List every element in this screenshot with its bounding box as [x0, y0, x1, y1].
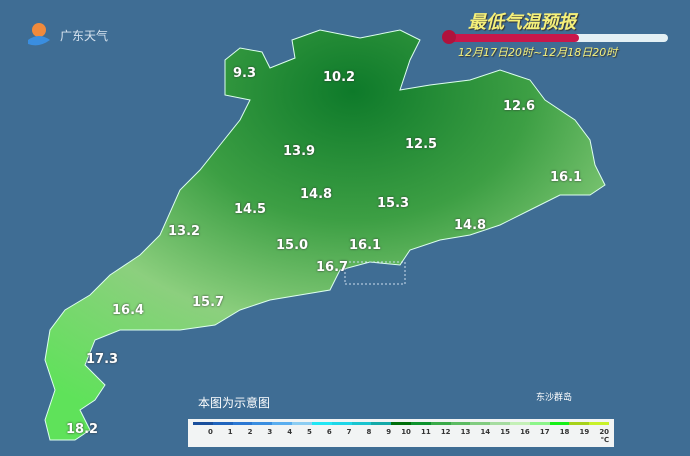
legend-tick: 9: [386, 428, 392, 436]
hong-kong-area: [344, 261, 406, 285]
temperature-label: 16.1: [349, 238, 382, 253]
legend-tick: 16: [520, 428, 530, 436]
temperature-label: 16.4: [112, 303, 145, 318]
temperature-label: 12.5: [405, 137, 438, 152]
temperature-label: 14.5: [234, 202, 267, 217]
dongsha-islands-label: 东沙群岛: [536, 393, 573, 403]
temperature-label: 15.0: [276, 238, 309, 253]
legend-swatch: [470, 422, 491, 425]
legend-swatch: [252, 422, 273, 425]
legend-tick: 12: [440, 428, 451, 436]
land-area: [44, 29, 606, 441]
thermometer-bar: [442, 30, 668, 44]
legend-tick: 14: [480, 428, 491, 436]
thermometer-fill: [446, 34, 580, 42]
legend-swatch: [311, 422, 332, 425]
legend-tick: 7: [346, 428, 352, 436]
legend-swatch: [430, 422, 451, 425]
temperature-label: 14.8: [454, 218, 487, 233]
temperature-label: 13.9: [283, 144, 316, 159]
legend-swatch: [193, 422, 213, 425]
legend-swatch: [212, 422, 233, 425]
temperature-label: 14.8: [300, 187, 333, 202]
legend-tick: 13: [460, 428, 471, 436]
legend-tick: 5: [307, 428, 312, 436]
guangdong-weather-logo-icon: [28, 23, 50, 46]
legend-tick: 15: [500, 428, 510, 436]
legend-swatch: [589, 422, 610, 425]
legend-swatch: [391, 422, 411, 425]
color-legend: 0 1 2 3 4 5 6 7 8 9 10 11 12 13 14 15 16 17 18 19 20 ℃: [188, 419, 614, 447]
legend-tick: 20 ℃: [599, 428, 610, 444]
temperature-label: 16.7: [316, 260, 349, 275]
legend-swatch: [529, 422, 550, 425]
legend-tick: 4: [287, 428, 293, 436]
legend-tick: 3: [267, 428, 273, 436]
legend-swatch: [450, 422, 471, 425]
legend-swatch: [410, 422, 431, 425]
legend-tick: 6: [326, 428, 332, 436]
temperature-label: 12.6: [503, 99, 536, 114]
temperature-label: 15.3: [377, 196, 410, 211]
legend-tick: 0: [207, 428, 213, 436]
legend-tick: 17: [539, 428, 550, 436]
legend-swatch: [569, 422, 590, 425]
legend-tick: 2: [247, 428, 253, 436]
temperature-label: 18.2: [66, 422, 99, 437]
temperature-label: 15.7: [192, 295, 225, 310]
legend-tick: 10: [401, 428, 411, 436]
thermometer-bulb: [442, 30, 456, 44]
schematic-note: 本图为示意图: [198, 396, 271, 410]
legend-swatch: [351, 422, 372, 425]
temperature-label: 9.3: [233, 66, 257, 81]
legend-swatch: [292, 422, 312, 425]
legend-swatch: [371, 422, 392, 425]
page-title: 最低气温预报: [468, 12, 576, 33]
legend-swatch: [331, 422, 352, 425]
legend-swatch: [232, 422, 253, 425]
logo: 广东天气: [22, 18, 108, 52]
logo-text: 广东天气: [60, 28, 109, 43]
legend-swatch: [272, 422, 293, 425]
time-range: 12月17日20时~12月18日20时: [458, 46, 618, 59]
legend-tick: 19: [579, 428, 590, 436]
legend-tick: 1: [227, 428, 233, 436]
legend-swatch: [549, 422, 570, 425]
legend-tick: 18: [559, 428, 570, 436]
temperature-label: 13.2: [168, 224, 201, 239]
temperature-label: 17.3: [86, 352, 119, 367]
legend-tick: 11: [421, 428, 431, 436]
temperature-label: 10.2: [323, 70, 356, 85]
legend-swatch: [490, 422, 510, 425]
legend-swatch: [510, 422, 530, 425]
legend-tick: 8: [366, 428, 372, 436]
temperature-label: 16.1: [550, 170, 583, 185]
